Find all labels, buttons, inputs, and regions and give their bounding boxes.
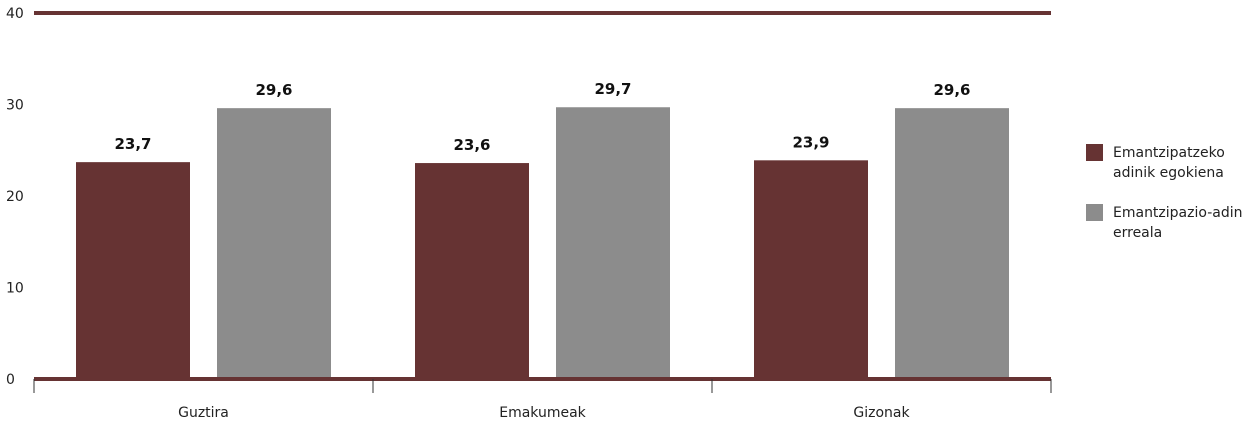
legend-swatch-real-age [1086,204,1103,221]
bar-guztira-series-0 [76,162,190,379]
data-label-guztira-series-0: 23,7 [114,135,151,153]
bar-gizonak-series-1 [895,108,1009,379]
data-label-guztira-series-1: 29,6 [255,81,292,99]
y-tick-label-20: 20 [6,189,24,205]
y-tick-label-30: 30 [6,98,24,114]
y-tick-label-0: 0 [6,372,15,388]
bar-emakumeak-series-1 [556,107,670,380]
legend-item-optimal-age: Emantzipatzeko adinik egokiena [1086,143,1246,183]
legend-label-optimal-age: Emantzipatzeko adinik egokiena [1113,145,1225,181]
data-label-emakumeak-series-0: 23,6 [453,136,490,154]
legend: Emantzipatzeko adinik egokiena Emantzipa… [1086,143,1246,263]
data-label-gizonak-series-1: 29,6 [933,81,970,99]
data-label-emakumeak-series-1: 29,7 [594,80,631,98]
category-label-gizonak: Gizonak [853,405,910,421]
category-label-emakumeak: Emakumeak [499,405,586,421]
legend-swatch-optimal-age [1086,144,1103,161]
y-tick-label-10: 10 [6,281,24,297]
legend-item-real-age: Emantzipazio-adin erreala [1086,203,1246,243]
y-tick-label-40: 40 [6,6,24,22]
data-label-gizonak-series-0: 23,9 [792,133,829,151]
bar-guztira-series-1 [217,108,331,379]
legend-label-real-age: Emantzipazio-adin erreala [1113,205,1243,241]
category-label-guztira: Guztira [178,405,229,421]
bar-gizonak-series-0 [754,160,868,379]
bar-emakumeak-series-0 [415,163,529,379]
